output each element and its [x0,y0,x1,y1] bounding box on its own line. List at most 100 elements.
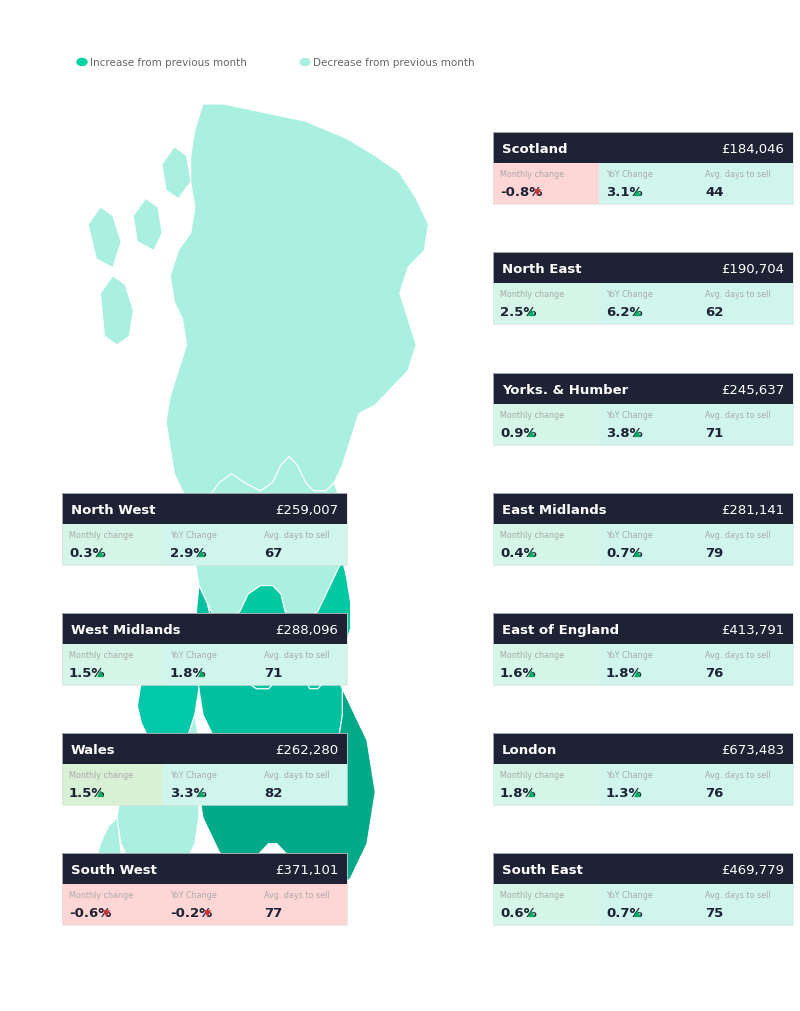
Text: -0.6%: -0.6% [69,906,111,919]
Text: 77: 77 [264,906,282,919]
Ellipse shape [77,60,87,67]
Text: YoY Change: YoY Change [170,530,217,539]
Text: £262,280: £262,280 [275,743,338,756]
Text: ▲: ▲ [528,668,534,677]
Bar [698,525,793,565]
Text: 2.5%: 2.5% [500,306,537,318]
Text: £288,096: £288,096 [275,623,338,636]
Bar [62,885,163,925]
Polygon shape [207,560,350,690]
Text: Monthly change: Monthly change [500,770,564,779]
Text: Avg. days to sell: Avg. days to sell [705,770,770,779]
Text: ▲: ▲ [97,668,104,677]
Text: Avg. days to sell: Avg. days to sell [705,530,770,539]
Text: YoY Change: YoY Change [170,770,217,779]
Text: 1.8%: 1.8% [606,666,642,679]
Text: 0.6%: 0.6% [500,906,537,919]
Bar [62,493,347,525]
Text: 3.3%: 3.3% [170,787,206,800]
Text: 1.6%: 1.6% [500,666,537,679]
Text: Decrease from previous month: Decrease from previous month [313,58,474,68]
Polygon shape [88,208,121,268]
Text: YoY Change: YoY Change [606,289,653,298]
Text: £245,637: £245,637 [721,383,784,396]
Bar [257,764,347,805]
Polygon shape [97,818,121,879]
Text: ▲: ▲ [198,668,205,677]
Bar [493,253,793,284]
Text: 62: 62 [705,306,723,318]
Text: ▲: ▲ [634,668,641,677]
Text: Avg. days to sell: Avg. days to sell [705,410,770,420]
Text: South West: South West [71,862,157,876]
Bar [599,525,698,565]
Bar [493,614,793,685]
Text: 0.7%: 0.7% [606,547,642,560]
Text: ▲: ▲ [634,908,641,917]
Bar [599,885,698,925]
Bar [62,614,347,685]
Bar [698,284,793,325]
Bar [493,614,793,644]
Text: 1.8%: 1.8% [500,787,537,800]
Bar [62,853,347,885]
Text: YoY Change: YoY Change [606,890,653,899]
Text: ▲: ▲ [528,429,534,438]
Text: ▲: ▲ [634,549,641,558]
Text: Avg. days to sell: Avg. days to sell [705,170,770,179]
Text: North East: North East [502,263,582,275]
Text: Monthly change: Monthly change [500,170,564,179]
Text: Monthly change: Monthly change [69,530,133,539]
Bar [493,374,793,404]
Text: 67: 67 [264,547,282,560]
Text: North West: North West [71,503,155,516]
Bar [493,284,599,325]
Text: YoY Change: YoY Change [170,650,217,659]
Text: ▼: ▼ [534,188,541,197]
Bar [698,644,793,685]
Polygon shape [166,105,429,518]
Bar [698,404,793,446]
Text: Wales: Wales [71,743,116,756]
Bar [62,853,347,925]
Bar [599,404,698,446]
Text: Monthly change: Monthly change [500,289,564,298]
Text: 0.3%: 0.3% [69,547,106,560]
Bar [493,644,599,685]
Text: 0.4%: 0.4% [500,547,537,560]
Text: YoY Change: YoY Change [170,890,217,899]
Bar [493,164,599,205]
Text: 1.8%: 1.8% [170,666,206,679]
Text: Scotland: Scotland [502,143,567,156]
Text: Monthly change: Monthly change [500,890,564,899]
Text: ▲: ▲ [198,549,205,558]
Bar [257,885,347,925]
Bar [599,764,698,805]
Polygon shape [162,148,190,199]
Text: Monthly change: Monthly change [500,650,564,659]
Bar [257,525,347,565]
Bar [163,764,257,805]
Text: 79: 79 [705,547,723,560]
Text: 1.5%: 1.5% [69,666,106,679]
Text: £469,779: £469,779 [721,862,784,876]
Bar [163,525,257,565]
Text: £371,101: £371,101 [274,862,338,876]
Text: YoY Change: YoY Change [606,770,653,779]
Text: £673,483: £673,483 [721,743,784,756]
Text: Monthly change: Monthly change [69,890,133,899]
Polygon shape [195,586,342,784]
Text: Avg. days to sell: Avg. days to sell [264,530,330,539]
Text: ▲: ▲ [198,789,205,798]
Text: 76: 76 [705,666,723,679]
Text: 3.8%: 3.8% [606,427,642,440]
Text: East Midlands: East Midlands [502,503,606,516]
Bar [163,885,257,925]
Text: ▲: ▲ [528,908,534,917]
Bar [62,644,163,685]
Text: East of England: East of England [502,623,619,636]
Bar [163,644,257,685]
Polygon shape [101,277,134,346]
Text: West Midlands: West Midlands [71,623,181,636]
Bar [493,374,793,446]
